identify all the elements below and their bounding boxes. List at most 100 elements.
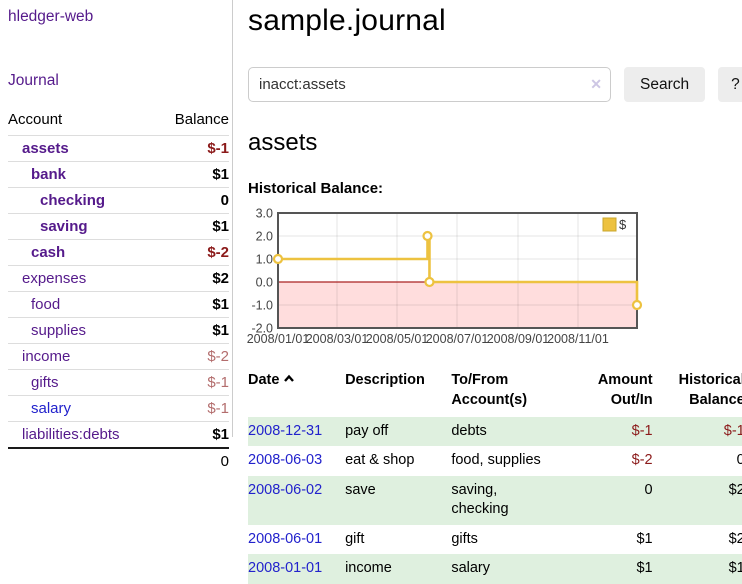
account-balance: $1 bbox=[156, 213, 229, 240]
svg-text:$: $ bbox=[619, 217, 627, 232]
transaction-accounts: food, supplies bbox=[451, 452, 541, 469]
account-balance: $-1 bbox=[156, 135, 229, 162]
account-row: liabilities:debts $1 bbox=[8, 421, 229, 448]
svg-text:-2.0: -2.0 bbox=[251, 322, 273, 336]
svg-text:2008/05/01: 2008/05/01 bbox=[366, 332, 429, 346]
transaction-amount: $1 bbox=[636, 560, 653, 577]
balance-column-header: Historical Balance bbox=[678, 372, 742, 409]
account-balance: $1 bbox=[156, 291, 229, 318]
transaction-row: 2008-01-01 income salary $1 $1 bbox=[248, 554, 742, 584]
svg-text:2008/07/01: 2008/07/01 bbox=[426, 332, 489, 346]
accounts-table: Account Balance assets $-1 bank $1 check… bbox=[8, 111, 229, 474]
account-link-gifts[interactable]: gifts bbox=[31, 374, 59, 391]
svg-text:0.0: 0.0 bbox=[256, 276, 273, 290]
svg-text:2008/09/01: 2008/09/01 bbox=[487, 332, 550, 346]
account-balance: $1 bbox=[156, 317, 229, 344]
sort-ascending-icon bbox=[284, 374, 295, 382]
transaction-description: pay off bbox=[345, 422, 389, 439]
account-balance: $1 bbox=[156, 421, 229, 448]
register-header-row: Date Description To/From Account(s) Amou… bbox=[248, 368, 742, 417]
accounts-header-row: Account Balance bbox=[8, 111, 229, 136]
account-row: checking 0 bbox=[8, 187, 229, 214]
account-link-liabilities-debts[interactable]: liabilities:debts bbox=[22, 426, 120, 443]
transaction-accounts: saving, checking bbox=[451, 481, 509, 518]
account-row: supplies $1 bbox=[8, 317, 229, 344]
account-heading: assets bbox=[248, 129, 318, 156]
brand: hledger-web bbox=[8, 8, 229, 26]
transaction-row: 2008-12-31 pay off debts $-1 $-1 bbox=[248, 416, 742, 447]
transaction-date-link[interactable]: 2008-01-01 bbox=[248, 560, 323, 577]
main-content: sample.journal ✕ Search ? assets Histori… bbox=[233, 0, 742, 584]
account-row: salary $-1 bbox=[8, 395, 229, 422]
date-column-header[interactable]: Date bbox=[248, 368, 345, 417]
svg-text:2008/01/01: 2008/01/01 bbox=[247, 332, 310, 346]
transaction-description: eat & shop bbox=[345, 452, 415, 469]
transaction-balance: $2 bbox=[728, 481, 742, 498]
transaction-accounts: salary bbox=[451, 560, 490, 577]
account-link-cash[interactable]: cash bbox=[31, 244, 66, 261]
historical-balance-chart: $3.0 2.0 1.0 0.0 -1.0 -2.02008/01/012008/03/0… bbox=[247, 207, 643, 346]
transaction-row: 2008-06-02 save saving, checking 0 $2 bbox=[248, 475, 742, 525]
transaction-description: gift bbox=[345, 530, 365, 547]
account-row: food $1 bbox=[8, 291, 229, 318]
transaction-balance: $-1 bbox=[723, 422, 742, 439]
description-column-header: Description bbox=[345, 372, 425, 388]
account-balance: $2 bbox=[156, 265, 229, 292]
search-button[interactable]: Search bbox=[624, 67, 706, 102]
account-link-bank[interactable]: bank bbox=[31, 166, 67, 183]
transaction-date-link[interactable]: 2008-12-31 bbox=[248, 422, 323, 439]
transaction-description: income bbox=[345, 560, 392, 577]
account-link-supplies[interactable]: supplies bbox=[31, 322, 87, 339]
account-link-income[interactable]: income bbox=[22, 348, 71, 365]
account-row: bank $1 bbox=[8, 161, 229, 188]
account-row: cash $-2 bbox=[8, 239, 229, 266]
account-balance: $-2 bbox=[156, 239, 229, 266]
accounts-total-row: 0 bbox=[8, 447, 229, 474]
account-row: expenses $2 bbox=[8, 265, 229, 292]
svg-text:-1.0: -1.0 bbox=[251, 299, 273, 313]
account-row: assets $-1 bbox=[8, 135, 229, 162]
account-row: gifts $-1 bbox=[8, 369, 229, 396]
svg-text:2.0: 2.0 bbox=[256, 230, 273, 244]
account-link-assets[interactable]: assets bbox=[22, 140, 69, 157]
account-column-header: Account bbox=[8, 111, 63, 128]
amount-column-header: Amount Out/In bbox=[597, 372, 653, 409]
transaction-amount: 0 bbox=[644, 481, 653, 498]
transaction-balance: $1 bbox=[728, 560, 742, 577]
clear-search-icon[interactable]: ✕ bbox=[590, 75, 602, 92]
account-balance: $-1 bbox=[156, 369, 229, 396]
account-link-checking[interactable]: checking bbox=[40, 192, 106, 209]
account-link-saving[interactable]: saving bbox=[40, 218, 88, 235]
journal-link[interactable]: Journal bbox=[8, 72, 59, 89]
account-balance: 0 bbox=[156, 187, 229, 214]
chart-title: Historical Balance: bbox=[248, 180, 384, 197]
page-title: sample.journal bbox=[248, 4, 446, 37]
date-header-label: Date bbox=[248, 372, 280, 388]
transaction-date-link[interactable]: 2008-06-02 bbox=[248, 481, 323, 498]
transaction-accounts: gifts bbox=[451, 530, 478, 547]
transaction-amount: $-2 bbox=[631, 452, 653, 469]
accounts-column-header: To/From Account(s) bbox=[451, 372, 528, 409]
transaction-date-link[interactable]: 2008-06-03 bbox=[248, 452, 323, 469]
account-link-salary[interactable]: salary bbox=[31, 400, 72, 417]
transaction-row: 2008-06-01 gift gifts $1 $2 bbox=[248, 525, 742, 555]
register-table: Date Description To/From Account(s) Amou… bbox=[248, 368, 742, 584]
accounts-total-value: 0 bbox=[156, 447, 229, 474]
account-link-food[interactable]: food bbox=[31, 296, 61, 313]
search-input[interactable] bbox=[248, 67, 611, 102]
account-link-expenses[interactable]: expenses bbox=[22, 270, 87, 287]
search-form: ✕ Search ? bbox=[248, 67, 742, 102]
transaction-accounts: debts bbox=[451, 422, 487, 439]
transaction-amount: $-1 bbox=[631, 422, 653, 439]
transaction-row: 2008-06-03 eat & shop food, supplies $-2… bbox=[248, 446, 742, 476]
brand-link[interactable]: hledger-web bbox=[8, 8, 94, 25]
account-balance: $1 bbox=[156, 161, 229, 188]
svg-text:3.0: 3.0 bbox=[256, 207, 273, 221]
svg-text:1.0: 1.0 bbox=[256, 253, 273, 267]
account-row: saving $1 bbox=[8, 213, 229, 240]
help-button[interactable]: ? bbox=[718, 67, 742, 102]
transaction-amount: $1 bbox=[636, 530, 653, 547]
transaction-date-link[interactable]: 2008-06-01 bbox=[248, 530, 323, 547]
journal-nav: Journal bbox=[8, 72, 229, 90]
